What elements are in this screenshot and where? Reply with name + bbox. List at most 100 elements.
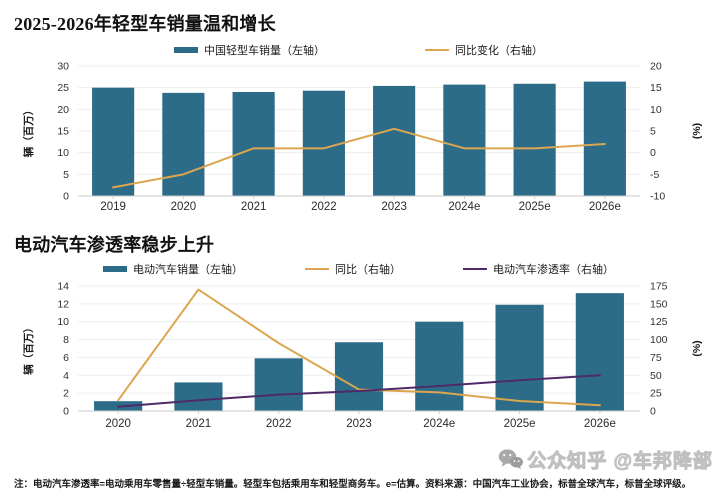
svg-text:15: 15 [650, 82, 662, 94]
svg-text:20: 20 [57, 104, 69, 116]
footnote: 注：电动汽车渗透率=电动乘用车零售量÷轻型车销量。轻型车包括乘用车和轻型商务车。… [14, 479, 692, 490]
legend-item-1-1: 同比变化（右轴） [425, 42, 543, 58]
svg-text:-10: -10 [650, 191, 665, 203]
bar-2025e [495, 304, 544, 411]
svg-text:2019: 2019 [100, 201, 126, 213]
svg-text:25: 25 [650, 388, 662, 400]
bar-2020 [162, 92, 205, 196]
bar-2025e [513, 83, 556, 196]
svg-text:75: 75 [650, 352, 662, 364]
line-swatch-icon [305, 268, 329, 270]
svg-text:4: 4 [63, 370, 69, 382]
svg-text:2023: 2023 [346, 418, 372, 430]
x-category-labels: 2019 2020 2021 2022 2023 2024e 2025e 2026e [100, 201, 621, 213]
watermark: 公众知乎 @车邦降部 [498, 444, 713, 474]
x-axis-ticks [117, 411, 601, 414]
svg-text:5: 5 [63, 169, 69, 181]
svg-text:125: 125 [650, 316, 668, 328]
chart1-title: 2025-2026年轻型车销量温和增长 [14, 14, 276, 34]
bar-series [92, 81, 626, 196]
watermark-text: 公众知乎 @车邦降部 [527, 450, 713, 472]
svg-text:2021: 2021 [186, 418, 212, 430]
svg-text:150: 150 [650, 298, 668, 310]
chart2-legend: 电动汽车销量（左轴） 同比（右轴） 电动汽车渗透率（右轴） [0, 261, 717, 277]
bar-2026e [583, 81, 626, 196]
right-axis-ticks: 0 25 50 75 100 125 150 175 [650, 281, 668, 418]
svg-text:10: 10 [650, 104, 662, 116]
svg-text:0: 0 [63, 406, 69, 418]
bar-2021 [232, 92, 275, 196]
bar-2024e [415, 321, 464, 411]
svg-text:2: 2 [63, 388, 69, 400]
svg-text:175: 175 [650, 281, 668, 293]
x-category-labels: 2020 2021 2022 2023 2024e 2025e 2026e [105, 418, 616, 430]
x-axis-ticks [112, 196, 606, 199]
svg-text:14: 14 [57, 281, 69, 293]
legend-label: 同比变化（右轴） [455, 45, 543, 57]
line-swatch-icon [425, 49, 449, 51]
svg-text:2022: 2022 [266, 418, 292, 430]
chart2-title: 电动汽车渗透率稳步上升 [14, 235, 215, 255]
left-axis-ticks: 0 2 4 6 8 10 12 14 [57, 281, 69, 418]
svg-text:5: 5 [650, 126, 656, 138]
svg-text:2026e: 2026e [584, 418, 616, 430]
svg-text:2026e: 2026e [589, 201, 621, 213]
bar-2026e [575, 293, 624, 411]
legend-label: 中国轻型车销量（左轴） [204, 45, 325, 57]
bar-2023 [373, 85, 416, 196]
svg-text:2023: 2023 [381, 201, 407, 213]
svg-text:8: 8 [63, 334, 69, 346]
legend-item-2-0: 电动汽车销量（左轴） [103, 261, 243, 277]
svg-text:12: 12 [57, 298, 69, 310]
svg-text:2022: 2022 [311, 201, 337, 213]
chart2-plot: 0 2 4 6 8 10 12 14 0 25 50 75 100 125 150 175 辆（百万） (%) 20… [22, 281, 703, 430]
bar-swatch-icon [174, 47, 198, 53]
svg-text:15: 15 [57, 126, 69, 138]
svg-text:6: 6 [63, 352, 69, 364]
legend-label: 电动汽车销量（左轴） [133, 264, 243, 276]
svg-text:2024e: 2024e [448, 201, 480, 213]
bar-2019 [92, 87, 135, 196]
bar-series [94, 293, 624, 411]
line-swatch-icon [463, 268, 487, 270]
right-axis-ticks: -10 -5 0 5 10 15 20 [650, 61, 665, 203]
svg-text:100: 100 [650, 334, 668, 346]
svg-text:2025e: 2025e [519, 201, 551, 213]
svg-text:2020: 2020 [171, 201, 197, 213]
svg-text:2020: 2020 [105, 418, 131, 430]
chart1-legend: 中国轻型车销量（左轴） 同比变化（右轴） [0, 42, 717, 58]
left-axis-title: 辆（百万） [22, 105, 35, 158]
legend-item-2-2: 电动汽车渗透率（右轴） [463, 261, 614, 277]
chart1-plot: 0 5 10 15 20 25 30 -10 -5 0 5 10 15 20 辆（百万） (%) 2019 202… [22, 61, 703, 214]
bar-2022 [254, 358, 303, 411]
svg-text:10: 10 [57, 316, 69, 328]
svg-text:10: 10 [57, 147, 69, 159]
legend-label: 电动汽车渗透率（右轴） [493, 264, 614, 276]
legend-item-1-0: 中国轻型车销量（左轴） [174, 42, 325, 58]
legend-label: 同比（右轴） [335, 264, 401, 276]
svg-text:0: 0 [63, 191, 69, 203]
svg-text:2025e: 2025e [504, 418, 536, 430]
svg-text:0: 0 [650, 406, 656, 418]
line-series [112, 127, 606, 189]
svg-text:2021: 2021 [241, 201, 267, 213]
line-series [117, 374, 601, 408]
svg-text:0: 0 [650, 147, 656, 159]
bar-2024e [443, 84, 486, 196]
line-series [117, 288, 601, 407]
svg-text:-5: -5 [650, 169, 659, 181]
bar-swatch-icon [103, 266, 127, 272]
bar-2021 [174, 382, 223, 411]
right-axis-title: (%) [691, 123, 703, 139]
bar-2023 [334, 342, 384, 411]
legend-item-2-1: 同比（右轴） [305, 261, 401, 277]
svg-text:20: 20 [650, 61, 662, 73]
svg-text:50: 50 [650, 370, 662, 382]
bar-2022 [302, 90, 345, 196]
left-axis-title: 辆（百万） [22, 322, 35, 375]
left-axis-ticks: 0 5 10 15 20 25 30 [57, 61, 69, 203]
right-axis-title: (%) [691, 340, 703, 356]
svg-text:25: 25 [57, 82, 69, 94]
svg-text:2024e: 2024e [423, 418, 455, 430]
